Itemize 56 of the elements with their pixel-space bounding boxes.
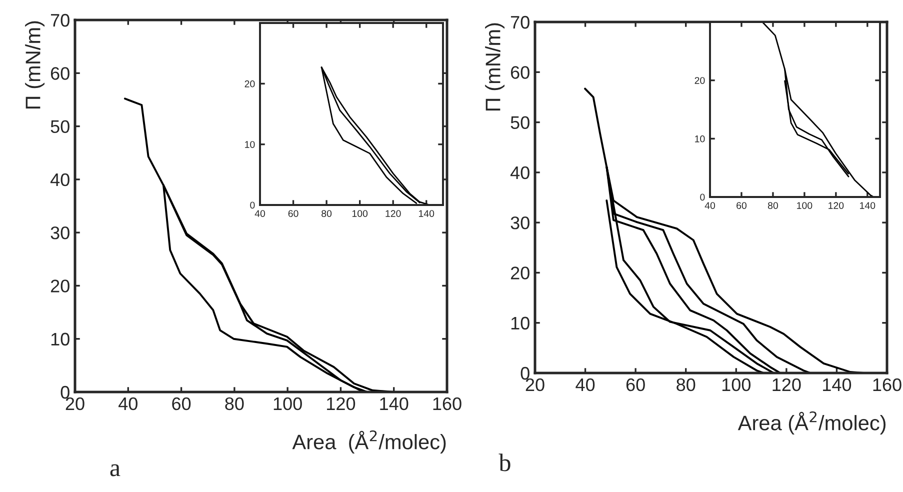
y-tick-label: 70 (50, 14, 70, 27)
y-tick-label: 10 (51, 332, 70, 346)
x-tick-label: 80 (768, 202, 778, 209)
y-tick-label: 40 (50, 173, 70, 186)
x-tick-label: 40 (704, 202, 716, 209)
x-tick-label: 160 (433, 397, 462, 410)
y-tick-label: 70 (510, 16, 530, 29)
x-tick-label: 140 (418, 210, 434, 217)
x-tick-label: 140 (380, 397, 408, 410)
y-tick-label: 0 (250, 202, 255, 209)
y-tick-label: 20 (244, 80, 255, 88)
y-tick-label: 60 (50, 67, 70, 80)
y-tick-label: 10 (695, 135, 705, 142)
x-tick-label: 120 (828, 202, 844, 209)
text: a (110, 464, 120, 476)
x-axis-title: Area (Å$^{2}$/molec) (738, 411, 886, 434)
y-tick-label: 60 (510, 66, 530, 79)
y-tick-label: 30 (510, 216, 530, 230)
x-tick-label: 40 (118, 397, 138, 410)
x-tick-label: 120 (327, 397, 356, 410)
x-tick-label: 80 (322, 210, 332, 217)
y-tick-label: 20 (510, 266, 530, 280)
y-tick-label: 0 (60, 386, 70, 399)
x-tick-label: 20 (526, 378, 544, 392)
text: b (498, 454, 510, 472)
y-tick-label: 0 (700, 194, 705, 201)
y-tick-label: 30 (50, 226, 70, 240)
x-tick-label: 60 (626, 378, 645, 392)
y-tick-label: 20 (50, 280, 70, 292)
y-tick-label: 40 (510, 166, 530, 180)
x-tick-label: 140 (860, 202, 876, 209)
x-tick-label: 40 (254, 210, 266, 217)
y-tick-label: 50 (510, 116, 530, 130)
y-tick-label: 10 (245, 141, 255, 148)
x-tick-label: 100 (352, 210, 368, 217)
x-tick-label: 80 (676, 378, 696, 392)
x-tick-label: 120 (386, 210, 401, 217)
x-tick-label: 40 (576, 378, 595, 392)
y-tick-label: 50 (50, 120, 70, 134)
x-tick-label: 100 (797, 202, 812, 209)
x-tick-label: 160 (873, 378, 902, 392)
y-axis-title: Π (mN/m) (25, 21, 44, 109)
x-tick-label: 60 (736, 202, 747, 209)
y-tick-label: 20 (694, 77, 705, 84)
x-tick-label: 60 (172, 397, 191, 410)
x-tick-label: 100 (722, 378, 750, 392)
x-tick-label: 80 (225, 397, 244, 410)
y-tick-label: 0 (520, 366, 530, 380)
y-axis-title: Π (mN/m) (485, 23, 504, 111)
x-axis-title: Area (Å$^{2}$/molec) (292, 430, 446, 454)
x-tick-label: 140 (823, 378, 852, 392)
y-tick-label: 10 (511, 316, 530, 330)
x-tick-label: 100 (274, 397, 302, 410)
x-tick-label: 60 (288, 210, 298, 217)
x-tick-label: 120 (772, 378, 801, 392)
x-tick-label: 20 (66, 397, 84, 410)
